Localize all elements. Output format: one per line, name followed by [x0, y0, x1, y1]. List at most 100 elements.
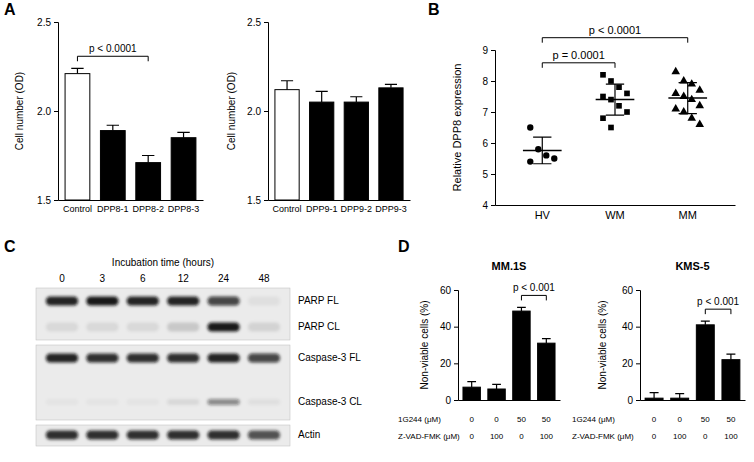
tick-label: Control: [273, 204, 302, 214]
sd-bar: [606, 84, 624, 115]
condition-value: 50: [517, 415, 526, 424]
condition-value: 100: [490, 432, 504, 441]
tick-mark: [454, 400, 458, 401]
y-tick: 1.5: [247, 195, 268, 206]
x-tick: Control: [273, 204, 302, 214]
error-bar: [177, 132, 189, 137]
tick-mark: [264, 111, 268, 112]
band-label: PARP CL: [298, 321, 340, 332]
condition-value: 50: [701, 415, 710, 424]
point: [616, 84, 622, 90]
point: [671, 104, 680, 111]
error-bar: [281, 81, 293, 90]
membrane: [36, 288, 290, 340]
tick-label: 1.5: [37, 195, 51, 206]
x-tick: DPP8-2: [132, 204, 164, 214]
band: [127, 399, 159, 405]
tick-mark: [636, 400, 640, 401]
x-axis: HVWMMM: [496, 206, 736, 221]
point: [600, 115, 606, 121]
bracket-line: [77, 56, 148, 61]
tick-mark: [454, 363, 458, 364]
tick-label: 2.0: [247, 106, 261, 117]
band: [86, 323, 118, 332]
bar: [513, 311, 530, 400]
y-axis: 0204060: [622, 285, 641, 406]
y-tick: 0: [445, 395, 458, 406]
tick-label: 60: [622, 285, 634, 296]
membrane: [36, 425, 290, 446]
panel-label: C: [4, 238, 16, 255]
band: [46, 354, 78, 363]
condition-value: 50: [726, 415, 735, 424]
condition-value: 0: [469, 415, 474, 424]
condition-label: 1G244 (μM): [398, 415, 441, 424]
axis-line: [454, 291, 459, 401]
bar: [696, 325, 714, 400]
panel-label: B: [428, 1, 440, 18]
error-bar: [517, 307, 526, 311]
tick-label: 7: [482, 107, 488, 118]
band: [207, 297, 239, 306]
x-tick: DPP8-3: [168, 204, 200, 214]
tick-label: DPP9-3: [375, 204, 407, 214]
condition-label: Z-VAD-FMK (μM): [398, 432, 460, 441]
condition-value: 0: [519, 432, 524, 441]
y-tick: 20: [440, 358, 458, 369]
axis-line: [54, 23, 59, 201]
band: [86, 399, 118, 405]
bar: [65, 74, 90, 200]
plot-marks: [275, 81, 403, 200]
tick-label: 0: [445, 395, 451, 406]
axis-line: [264, 23, 269, 201]
plot-marks: [645, 321, 740, 400]
bar: [310, 102, 334, 200]
band: [207, 399, 239, 405]
band-label: Caspase-3 FL: [298, 352, 361, 363]
x-axis: ControlDPP8-1DPP8-2DPP8-3: [59, 201, 204, 215]
panel-label: D: [398, 238, 410, 255]
y-tick: 60: [440, 285, 458, 296]
bar: [488, 389, 505, 400]
bar: [722, 360, 740, 400]
band: [248, 354, 280, 363]
annotation: p < 0.0001: [589, 24, 641, 36]
bracket-line: [521, 295, 546, 300]
bands: [46, 297, 280, 440]
tick-label: 2.0: [37, 106, 51, 117]
y-tick: 9: [482, 45, 495, 56]
condition-value: 0: [677, 415, 682, 424]
bar: [379, 88, 403, 200]
lane-label: 6: [140, 273, 146, 284]
tick-mark: [636, 290, 640, 291]
band: [167, 399, 199, 405]
point: [543, 152, 549, 158]
x-tick: WM: [605, 209, 625, 221]
condition-value: 100: [540, 432, 554, 441]
point: [671, 88, 680, 95]
tick-mark: [54, 22, 58, 23]
band: [46, 297, 78, 306]
axis-line: [641, 400, 746, 401]
point: [624, 109, 630, 115]
band: [167, 297, 199, 306]
band-label: Actin: [298, 429, 320, 440]
error-bar: [385, 84, 397, 88]
error-bar: [650, 393, 659, 399]
band: [127, 323, 159, 332]
x-axis: [641, 400, 746, 401]
y-tick: 2.5: [37, 17, 58, 28]
band: [248, 431, 280, 440]
y-axis: 1.52.02.5: [247, 17, 268, 206]
x-axis: [459, 400, 561, 401]
tick-label: DPP8-2: [132, 204, 164, 214]
tick-mark: [491, 81, 495, 82]
band: [248, 323, 280, 332]
tick-label: Control: [63, 204, 92, 214]
point: [671, 67, 680, 74]
point: [616, 103, 622, 109]
band: [207, 323, 239, 332]
y-axis-title: Cell number (OD): [226, 72, 237, 150]
condition-value: 0: [494, 415, 499, 424]
significance-bracket: p < 0.001: [513, 282, 555, 300]
